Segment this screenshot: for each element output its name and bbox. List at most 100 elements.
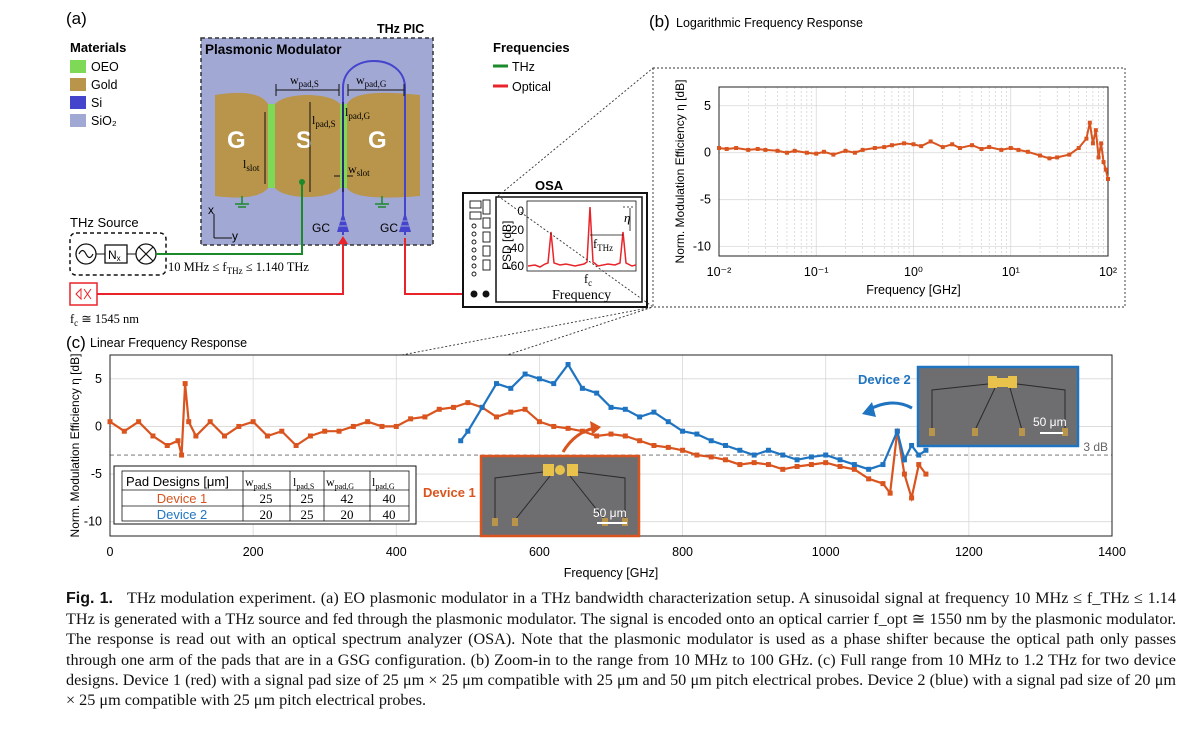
data-point: [1087, 120, 1092, 125]
data-point: [451, 404, 457, 410]
data-point: [365, 419, 371, 425]
y-tick-label: 0: [95, 419, 102, 433]
material-oeo: OEO: [91, 60, 119, 74]
materials-title: Materials: [70, 40, 126, 55]
pad-designs-table: Pad Designs [μm] wpad,S lpad,S wpad,G lp…: [113, 465, 417, 525]
data-point: [880, 481, 886, 487]
data-point: [1096, 155, 1101, 160]
pic-title: THz PIC: [377, 22, 424, 36]
data-point: [622, 406, 628, 412]
data-point: [594, 433, 600, 439]
osa-fc: fc: [584, 272, 592, 288]
thz-range: 10 MHz ≤ fTHz ≤ 1.140 THz: [168, 260, 309, 276]
data-point: [780, 452, 786, 458]
data-point: [182, 381, 188, 387]
data-point: [694, 452, 700, 458]
material-si: Si: [91, 96, 102, 110]
data-point: [175, 438, 181, 444]
data-point: [465, 428, 471, 434]
data-point: [723, 443, 729, 448]
data-point: [579, 385, 585, 391]
figure-caption: Fig. 1. THz modulation experiment. (a) EO…: [66, 588, 1176, 710]
data-point: [737, 447, 743, 453]
data-point: [1103, 167, 1108, 172]
x-tick-label: 1000: [812, 545, 840, 559]
multiplier-label: Nx: [108, 248, 121, 263]
osa-tick-60: -60: [507, 259, 525, 273]
data-point: [307, 433, 313, 439]
x-axis-label: Frequency [GHz]: [564, 566, 658, 580]
data-point: [1047, 156, 1052, 161]
data-point: [808, 462, 814, 468]
data-point: [794, 457, 800, 463]
data-point: [422, 414, 428, 420]
x-tick-label: 10⁻²: [707, 265, 732, 279]
data-point: [186, 419, 192, 425]
data-point: [804, 150, 809, 155]
data-point: [765, 447, 771, 453]
data-point: [957, 146, 962, 151]
axes-indicator: x y: [208, 203, 238, 243]
y-tick-label: 0: [704, 146, 711, 160]
data-point: [1038, 153, 1043, 158]
panel-b-title: Logarithmic Frequency Response: [676, 16, 863, 30]
gc-label-right: GC: [380, 221, 398, 235]
osa-title: OSA: [535, 178, 564, 193]
x-tick-label: 10²: [1099, 265, 1117, 279]
data-point: [350, 423, 356, 429]
data-point: [823, 460, 829, 466]
data-point: [808, 454, 814, 460]
x-tick-label: 0: [107, 545, 114, 559]
x-tick-label: 1400: [1098, 545, 1126, 559]
data-point: [393, 423, 399, 429]
dim-l-slot: lslot: [243, 157, 260, 173]
data-point: [322, 428, 328, 434]
table-header-l-pad-g: lpad,G: [372, 475, 395, 491]
data-point: [536, 376, 542, 382]
x-tick-label: 600: [529, 545, 550, 559]
data-point: [765, 462, 771, 468]
osa-eta: η: [624, 210, 630, 225]
data-point: [1106, 177, 1110, 182]
data-point: [852, 150, 857, 155]
table-row-device1-name: Device 1: [157, 491, 208, 506]
ground-pad-left: [215, 92, 268, 198]
data-point: [784, 150, 789, 155]
data-point: [264, 433, 270, 439]
data-point: [979, 146, 984, 151]
panel-c: (c) Linear Frequency Response 3 dB 5 0 -5 -1…: [66, 333, 1126, 580]
grating-coupler-right: GC: [380, 212, 411, 235]
data-point: [1067, 152, 1072, 157]
optical-input-path: [97, 238, 344, 295]
electrode-g-left: G: [227, 127, 246, 154]
data-point: [831, 152, 836, 157]
gc-label-left: GC: [312, 221, 330, 235]
data-point: [880, 462, 886, 468]
data-point: [823, 452, 829, 458]
table-header-w-pad-s: wpad,S: [245, 475, 272, 491]
x-tick-label: 400: [386, 545, 407, 559]
data-point: [336, 428, 342, 434]
data-point: [637, 414, 643, 420]
device1-label: Device 1: [423, 485, 476, 500]
data-point: [940, 145, 945, 150]
dimension-lines: [264, 84, 405, 192]
dim-w-pad-s: wpad,S: [290, 73, 319, 89]
data-point: [680, 428, 686, 434]
data-point: [780, 466, 786, 472]
table-frame: [113, 465, 417, 525]
gold-swatch: [70, 78, 86, 91]
fc-label: fc ≅ 1545 nm: [70, 312, 139, 328]
data-point: [708, 438, 714, 444]
data-point: [1016, 147, 1021, 152]
ground-symbols: [235, 196, 389, 208]
dim-w-pad-g: wpad,G: [356, 73, 387, 89]
ground-pad-right: [347, 92, 420, 198]
data-point: [107, 419, 113, 425]
data-point: [665, 444, 671, 450]
data-point: [723, 457, 729, 463]
table-cell: 42: [341, 491, 354, 506]
x-tick-label: 800: [672, 545, 693, 559]
y-tick-label: -10: [84, 515, 102, 529]
osa-spectrum: [527, 206, 637, 268]
